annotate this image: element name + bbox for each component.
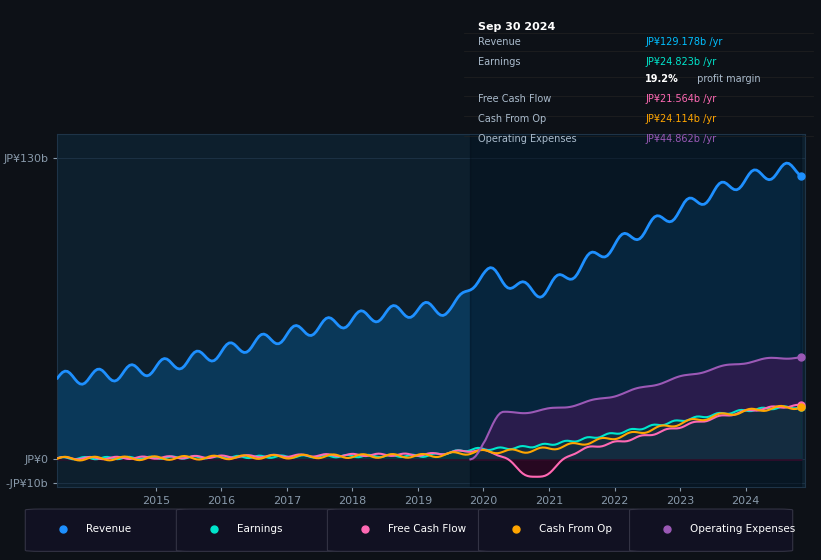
Text: Free Cash Flow: Free Cash Flow	[388, 524, 466, 534]
Text: JP¥44.862b /yr: JP¥44.862b /yr	[645, 134, 717, 144]
FancyBboxPatch shape	[328, 509, 491, 552]
Text: Operating Expenses: Operating Expenses	[690, 524, 796, 534]
Text: Revenue: Revenue	[85, 524, 131, 534]
FancyBboxPatch shape	[177, 509, 340, 552]
Text: JP¥24.823b /yr: JP¥24.823b /yr	[645, 58, 717, 67]
Text: Free Cash Flow: Free Cash Flow	[478, 95, 551, 104]
Text: Operating Expenses: Operating Expenses	[478, 134, 576, 144]
FancyBboxPatch shape	[630, 509, 793, 552]
Text: JP¥21.564b /yr: JP¥21.564b /yr	[645, 95, 717, 104]
Text: Earnings: Earnings	[236, 524, 282, 534]
Text: profit margin: profit margin	[695, 74, 761, 85]
FancyBboxPatch shape	[25, 509, 189, 552]
Text: Revenue: Revenue	[478, 38, 521, 48]
Text: JP¥129.178b /yr: JP¥129.178b /yr	[645, 38, 722, 48]
Text: Sep 30 2024: Sep 30 2024	[478, 22, 555, 32]
Text: Earnings: Earnings	[478, 58, 521, 67]
Text: JP¥24.114b /yr: JP¥24.114b /yr	[645, 114, 717, 124]
Bar	[470, 134, 801, 487]
FancyBboxPatch shape	[479, 509, 642, 552]
Text: Cash From Op: Cash From Op	[539, 524, 612, 534]
Text: Cash From Op: Cash From Op	[478, 114, 546, 124]
Text: 19.2%: 19.2%	[645, 74, 679, 85]
